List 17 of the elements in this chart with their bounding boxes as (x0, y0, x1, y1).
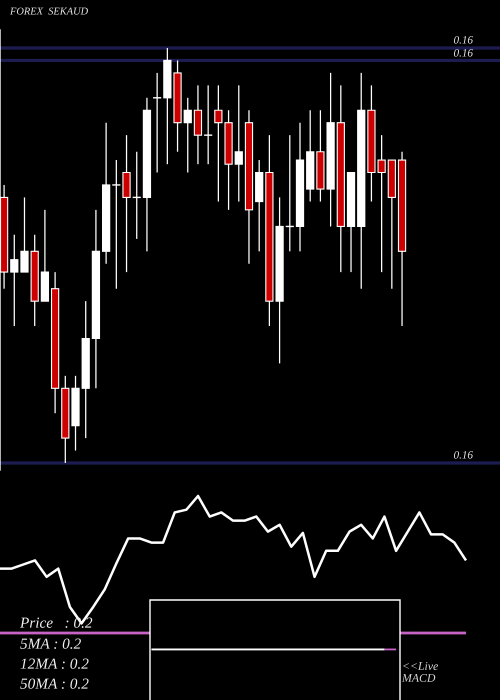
text: 50MA : 0.2 (20, 678, 89, 689)
annotation: 5MA : 0.2 (20, 638, 81, 649)
candlestick (214, 84, 222, 202)
text: <<Live MACD (402, 662, 438, 682)
candlestick (132, 151, 142, 240)
text: 0.16 (454, 49, 473, 57)
text: 0.16 (454, 451, 473, 459)
chart-title: FOREX SEKAUD (10, 8, 88, 15)
candlestick (234, 84, 243, 202)
annotation: Price : 0.2 (20, 618, 92, 628)
candlestick (203, 84, 213, 165)
candlestick (152, 72, 162, 174)
candlestick (184, 97, 192, 174)
text: 12MA : 0.2 (20, 658, 89, 669)
candlestick (10, 234, 18, 327)
text: 0.16 (454, 36, 473, 44)
candlestick (20, 196, 29, 273)
